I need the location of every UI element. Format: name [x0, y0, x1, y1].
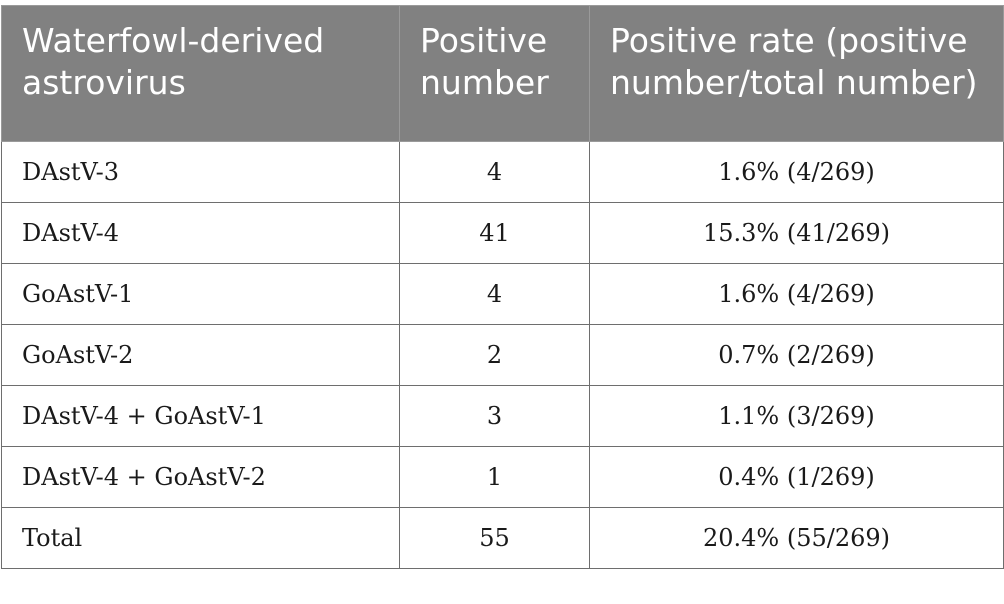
cell-virus: DAstV-4 + GoAstV-2 — [1, 446, 400, 508]
header-positive-number: Positive number — [399, 5, 590, 142]
table-row: DAstV-4 + GoAstV-1 3 1.1% (3/269) — [1, 385, 1004, 447]
cell-positive: 41 — [399, 202, 590, 264]
cell-virus: DAstV-4 + GoAstV-1 — [1, 385, 400, 447]
table-header: Waterfowl-derived astrovirus Positive nu… — [1, 5, 1004, 142]
cell-rate: 1.6% (4/269) — [589, 141, 1004, 203]
table-row: DAstV-3 4 1.6% (4/269) — [1, 141, 1004, 203]
cell-positive: 4 — [399, 263, 590, 325]
cell-virus: GoAstV-1 — [1, 263, 400, 325]
cell-positive: 3 — [399, 385, 590, 447]
cell-virus: DAstV-4 — [1, 202, 400, 264]
cell-virus: GoAstV-2 — [1, 324, 400, 386]
cell-positive: 4 — [399, 141, 590, 203]
cell-rate: 1.6% (4/269) — [589, 263, 1004, 325]
cell-rate: 0.4% (1/269) — [589, 446, 1004, 508]
cell-rate: 1.1% (3/269) — [589, 385, 1004, 447]
cell-positive: 1 — [399, 446, 590, 508]
table-body: DAstV-3 4 1.6% (4/269) DAstV-4 41 15.3% … — [1, 141, 1004, 569]
header-positive-rate: Positive rate (positive number/total num… — [589, 5, 1004, 142]
cell-rate: 20.4% (55/269) — [589, 507, 1004, 569]
table-row: DAstV-4 41 15.3% (41/269) — [1, 202, 1004, 264]
header-row: Waterfowl-derived astrovirus Positive nu… — [1, 5, 1004, 142]
header-virus: Waterfowl-derived astrovirus — [1, 5, 400, 142]
cell-positive: 2 — [399, 324, 590, 386]
cell-rate: 0.7% (2/269) — [589, 324, 1004, 386]
table-row: GoAstV-2 2 0.7% (2/269) — [1, 324, 1004, 386]
table-row: DAstV-4 + GoAstV-2 1 0.4% (1/269) — [1, 446, 1004, 508]
table-row: GoAstV-1 4 1.6% (4/269) — [1, 263, 1004, 325]
astrovirus-positive-rate-table: Waterfowl-derived astrovirus Positive nu… — [1, 5, 1004, 569]
cell-rate: 15.3% (41/269) — [589, 202, 1004, 264]
cell-virus: DAstV-3 — [1, 141, 400, 203]
cell-positive: 55 — [399, 507, 590, 569]
table-row-total: Total 55 20.4% (55/269) — [1, 507, 1004, 569]
cell-virus: Total — [1, 507, 400, 569]
